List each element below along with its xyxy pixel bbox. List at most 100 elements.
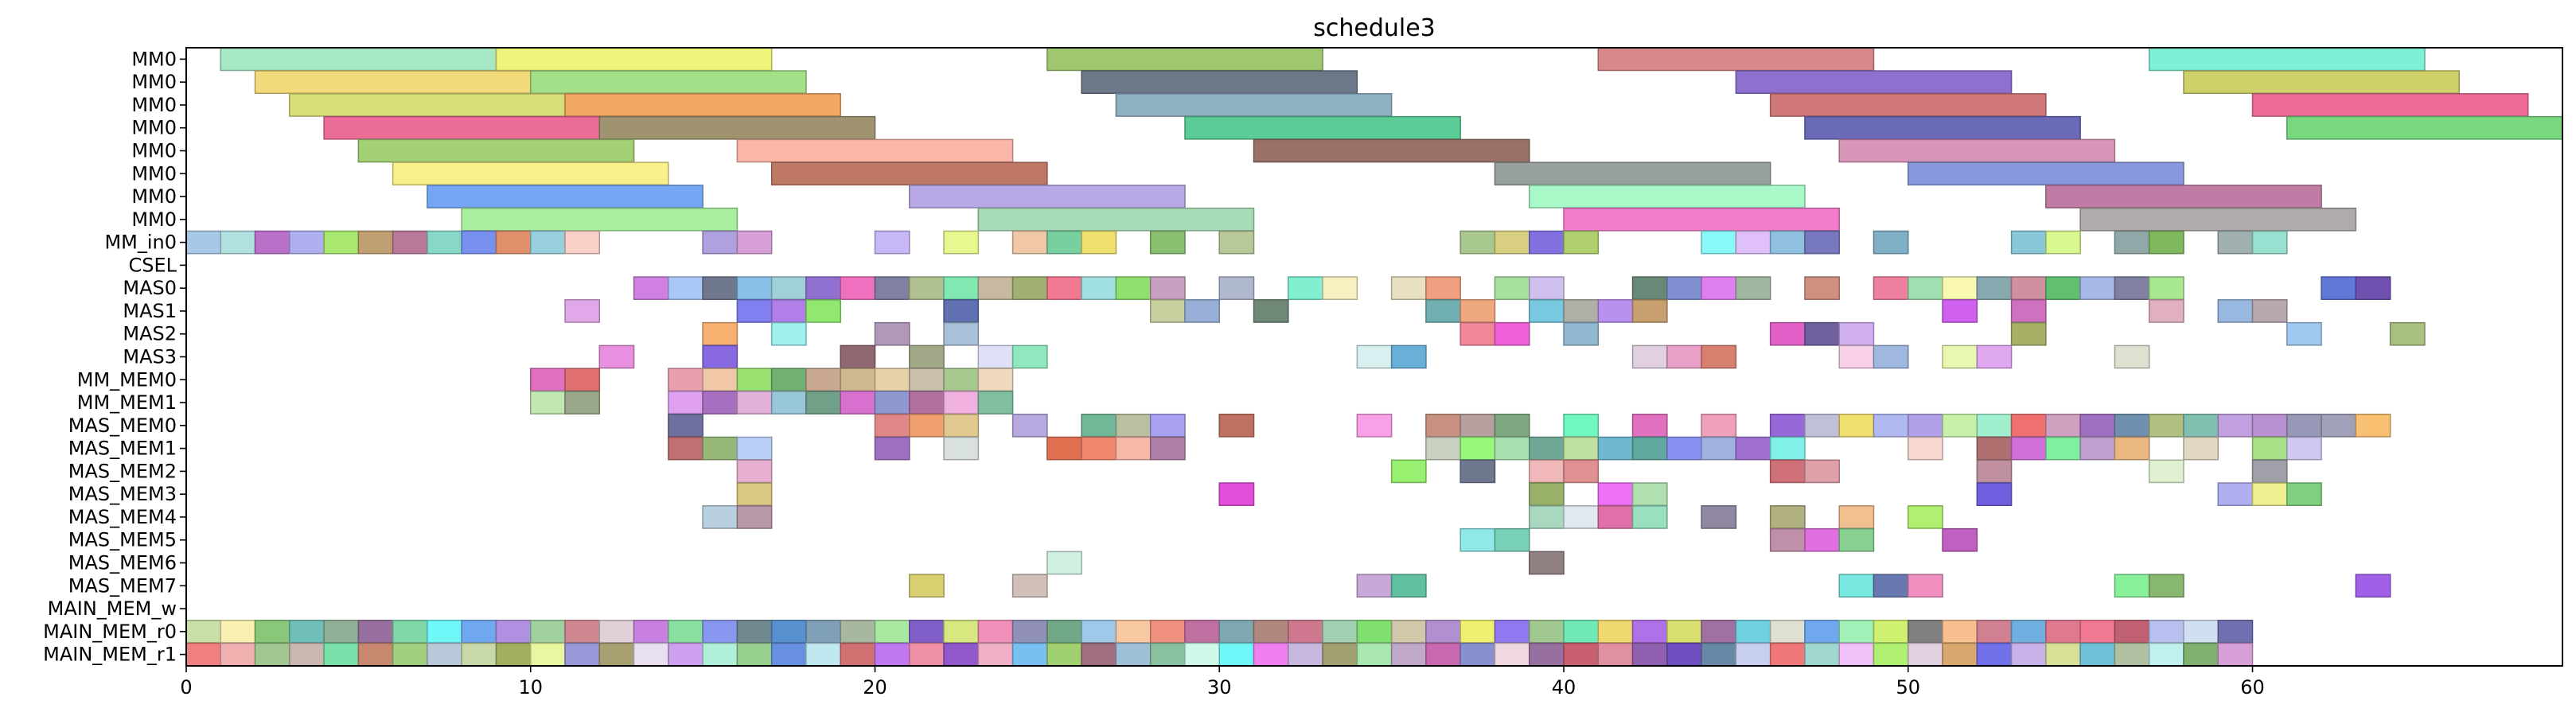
task-bar	[1011, 413, 1048, 438]
task-bar	[1563, 642, 1600, 667]
task-bar	[1597, 619, 1634, 644]
task-bar	[392, 642, 428, 667]
task-bar	[1563, 230, 1600, 255]
task-bar	[1701, 276, 1737, 301]
task-bar	[461, 207, 739, 232]
task-bar	[943, 642, 980, 667]
task-bar	[633, 642, 669, 667]
task-bar	[564, 619, 601, 644]
task-bar	[1976, 436, 2013, 461]
task-bar	[770, 642, 807, 667]
y-tick-label: MM_MEM1	[77, 391, 177, 414]
task-bar	[1390, 619, 1427, 644]
task-bar	[668, 368, 703, 392]
task-bar	[1528, 642, 1565, 667]
task-bar	[2217, 230, 2254, 255]
task-bar	[2389, 321, 2426, 346]
task-bar	[2286, 482, 2322, 507]
task-bar	[1908, 574, 1943, 598]
task-bar	[323, 115, 601, 140]
task-bar	[2148, 276, 2184, 301]
task-bar	[530, 619, 566, 644]
task-bar	[2148, 642, 2184, 667]
task-bar	[357, 619, 394, 644]
task-bar	[1494, 527, 1530, 552]
task-bar	[977, 368, 1014, 392]
task-bar	[1563, 207, 1840, 232]
task-bar	[1942, 299, 1978, 323]
task-bar	[1838, 505, 1875, 529]
task-bar	[702, 642, 739, 667]
task-bar	[2045, 436, 2081, 461]
task-bar	[2251, 93, 2529, 117]
task-bar	[1046, 436, 1082, 461]
task-bar	[1218, 619, 1255, 644]
task-bar	[736, 230, 773, 255]
task-bar	[564, 642, 601, 667]
task-bar	[1494, 321, 1530, 346]
task-bar	[1597, 505, 1634, 529]
task-bar	[1390, 276, 1427, 301]
task-bar	[427, 230, 462, 255]
task-bar	[874, 276, 910, 301]
task-bar	[840, 619, 876, 644]
task-bar	[254, 70, 532, 95]
task-bar	[805, 642, 841, 667]
task-bar	[1218, 230, 1255, 255]
task-bar	[495, 47, 773, 72]
task-bar	[1976, 413, 2013, 438]
task-bar	[1322, 276, 1358, 301]
task-bar	[1838, 344, 1875, 369]
task-bar	[2355, 574, 2391, 598]
task-bar	[1046, 642, 1082, 667]
task-bar	[461, 230, 497, 255]
task-bar	[1356, 344, 1393, 369]
task-bar	[289, 93, 566, 117]
task-bar	[977, 207, 1255, 232]
task-bar	[1115, 413, 1152, 438]
task-bar	[1218, 276, 1255, 301]
task-bar	[1666, 436, 1702, 461]
task-bar	[1838, 138, 2116, 163]
task-bar	[1873, 642, 1909, 667]
task-bar	[1528, 619, 1565, 644]
task-bar	[1769, 642, 1806, 667]
task-bar	[2217, 413, 2254, 438]
task-bar	[1288, 276, 1323, 301]
task-bar	[736, 436, 773, 461]
task-bar	[1804, 115, 2081, 140]
task-bar	[805, 368, 841, 392]
task-bar	[1769, 321, 1806, 346]
task-bar	[1908, 436, 1943, 461]
task-bar	[1769, 527, 1806, 552]
task-bar	[2114, 344, 2150, 369]
task-bar	[1873, 276, 1909, 301]
task-bar	[1218, 642, 1255, 667]
task-bar	[1528, 299, 1565, 323]
task-bar	[323, 619, 360, 644]
task-bar	[736, 482, 773, 507]
task-bar	[2321, 413, 2357, 438]
task-bar	[1046, 276, 1082, 301]
task-bar	[2148, 574, 2184, 598]
task-bar	[1390, 459, 1427, 484]
task-bar	[1081, 70, 1358, 95]
task-bar	[874, 413, 910, 438]
task-bar	[1908, 413, 1943, 438]
task-bar	[564, 368, 601, 392]
task-bar	[1631, 276, 1668, 301]
y-tick-label: MAS_MEM4	[68, 506, 177, 528]
task-bar	[2183, 70, 2460, 95]
task-bar	[840, 391, 876, 414]
task-bar	[2217, 482, 2254, 507]
task-bar	[1149, 230, 1186, 255]
task-bar	[1494, 642, 1530, 667]
task-bar	[1356, 642, 1393, 667]
task-bar	[427, 619, 462, 644]
y-tick-label: MM0	[131, 71, 177, 93]
task-bar	[289, 619, 325, 644]
task-bar	[2114, 642, 2150, 667]
task-bar	[909, 574, 945, 598]
y-tick-label: MAIN_MEM_r0	[43, 621, 177, 643]
